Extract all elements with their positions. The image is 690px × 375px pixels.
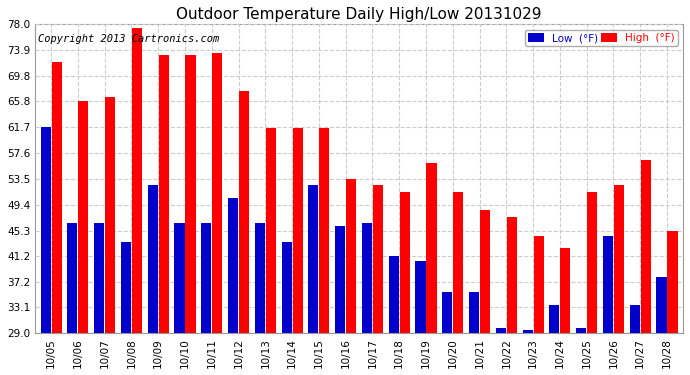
- Bar: [52, 62, 61, 333]
- Bar: [453, 192, 464, 333]
- Bar: [656, 277, 667, 333]
- Bar: [335, 226, 345, 333]
- Bar: [640, 160, 651, 333]
- Bar: [506, 217, 517, 333]
- Bar: [201, 223, 211, 333]
- Text: Copyright 2013 Cartronics.com: Copyright 2013 Cartronics.com: [39, 34, 219, 44]
- Title: Outdoor Temperature Daily High/Low 20131029: Outdoor Temperature Daily High/Low 20131…: [177, 7, 542, 22]
- Bar: [282, 242, 292, 333]
- Bar: [148, 185, 158, 333]
- Bar: [41, 127, 51, 333]
- Bar: [362, 223, 372, 333]
- Bar: [228, 198, 238, 333]
- Bar: [373, 185, 383, 333]
- Bar: [121, 242, 131, 333]
- Bar: [442, 292, 453, 333]
- Legend: Low  (°F), High  (°F): Low (°F), High (°F): [525, 30, 678, 46]
- Bar: [603, 236, 613, 333]
- Bar: [533, 236, 544, 333]
- Bar: [587, 192, 598, 333]
- Bar: [105, 97, 115, 333]
- Bar: [346, 179, 356, 333]
- Bar: [576, 328, 586, 333]
- Bar: [175, 223, 185, 333]
- Bar: [388, 256, 399, 333]
- Bar: [426, 163, 437, 333]
- Bar: [667, 231, 678, 333]
- Bar: [549, 305, 560, 333]
- Bar: [239, 91, 249, 333]
- Bar: [522, 330, 533, 333]
- Bar: [319, 129, 329, 333]
- Bar: [415, 261, 426, 333]
- Bar: [266, 129, 276, 333]
- Bar: [308, 185, 319, 333]
- Bar: [495, 328, 506, 333]
- Bar: [614, 185, 624, 333]
- Bar: [255, 223, 265, 333]
- Bar: [159, 55, 169, 333]
- Bar: [400, 192, 410, 333]
- Bar: [94, 223, 104, 333]
- Bar: [630, 305, 640, 333]
- Bar: [78, 101, 88, 333]
- Bar: [480, 210, 490, 333]
- Bar: [293, 129, 303, 333]
- Bar: [68, 223, 77, 333]
- Bar: [132, 28, 142, 333]
- Bar: [186, 55, 195, 333]
- Bar: [469, 292, 479, 333]
- Bar: [213, 53, 222, 333]
- Bar: [560, 248, 571, 333]
